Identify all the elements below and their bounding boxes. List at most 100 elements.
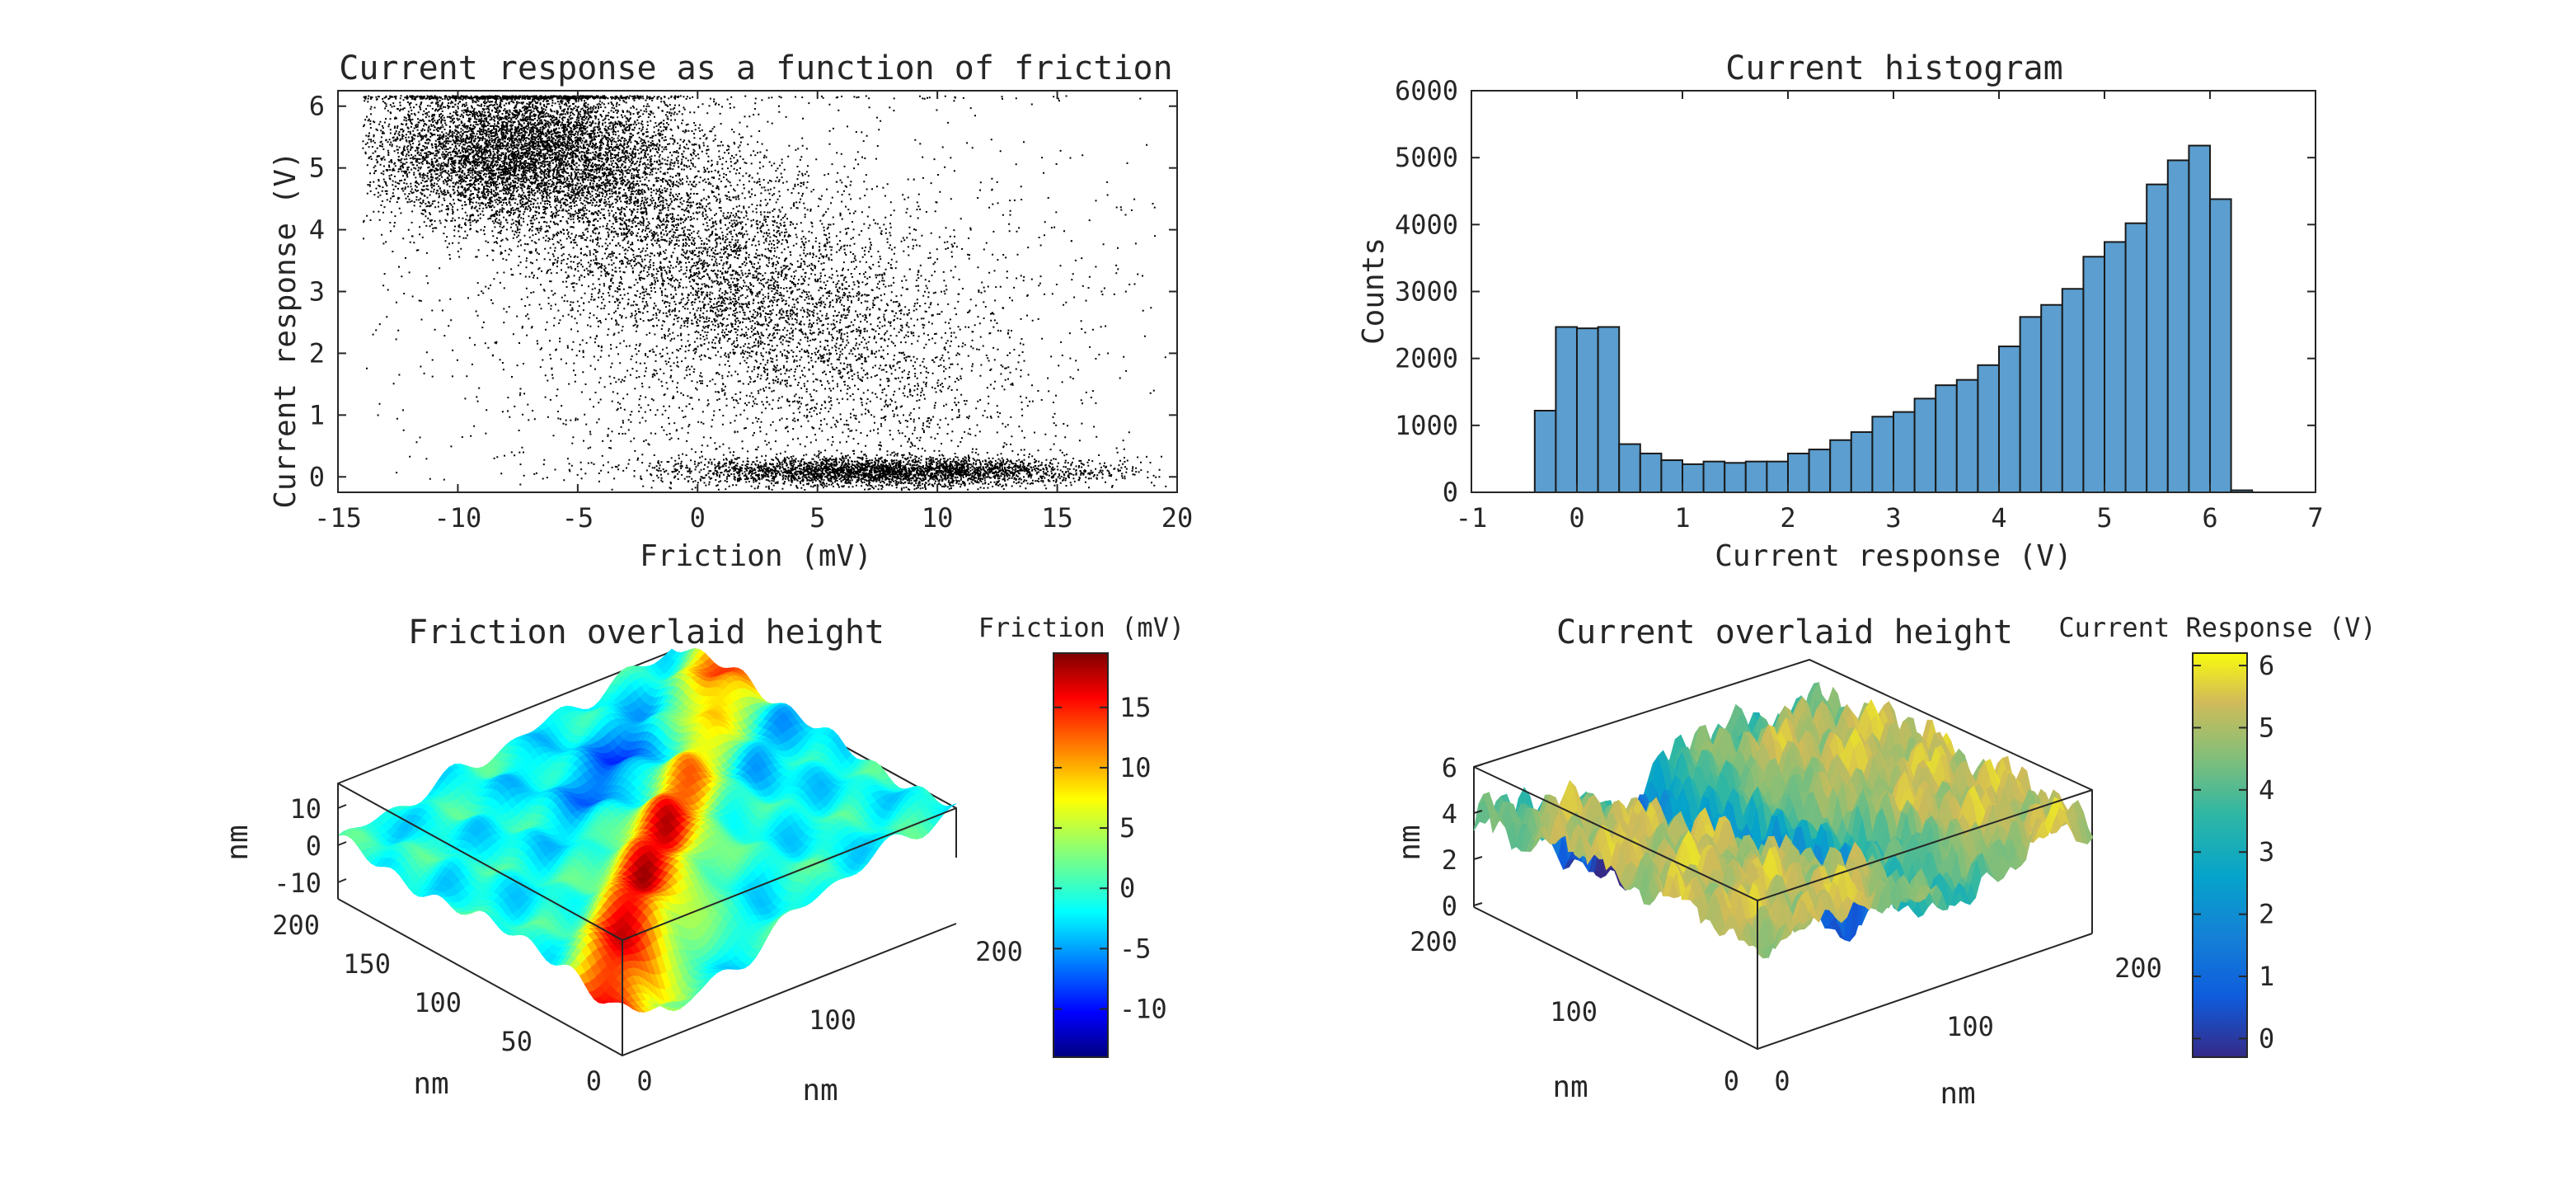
friction-surface-title: Friction overlaid height: [408, 614, 884, 651]
friction-colorbar: [1053, 652, 1109, 1058]
scatter-y-tick-label: 2: [309, 337, 325, 369]
histogram-bar: [1660, 459, 1684, 493]
scatter-y-tick-label: 6: [309, 91, 325, 122]
histogram-bar: [1597, 326, 1621, 494]
histogram-bar: [1808, 449, 1832, 494]
histogram-bar: [1829, 439, 1852, 494]
scatter-x-ticks: -15 -10 -5 0 5 10 15 20: [314, 91, 1193, 534]
histogram-bar: [2082, 256, 2105, 493]
histogram-bar: [2019, 316, 2043, 493]
histogram-bar: [2146, 183, 2169, 493]
histogram-title: Current histogram: [1725, 49, 2062, 87]
scatter-x-tick-label: 0: [690, 502, 706, 534]
friction-colorbar-tick-label: 5: [1119, 812, 1135, 844]
histogram-x-tick-label: 2: [1780, 502, 1795, 534]
histogram-bar: [1913, 397, 1937, 493]
histogram-bar: [2124, 222, 2148, 493]
scatter-x-tick-label: -10: [434, 502, 482, 534]
friction-zlabel: nm: [221, 825, 255, 860]
scatter-y-tick-label: 5: [309, 153, 325, 184]
friction-z-tick-line: [337, 841, 347, 846]
histogram-y-tick-label: 2000: [1395, 343, 1458, 374]
histogram-bars: [1533, 144, 2254, 494]
friction-z-tick-label: 10: [289, 793, 321, 825]
histogram-bar: [1639, 452, 1663, 494]
histogram-x-tick-label: -1: [1456, 502, 1488, 534]
histogram-bar: [2188, 144, 2211, 493]
histogram-x-tick-label: 4: [1991, 502, 2006, 534]
scatter-y-tick-label: 1: [309, 399, 325, 430]
histogram-x-tick-label: 0: [1569, 502, 1584, 534]
histogram-panel: Current histogram -1 0 1 2 3 4 5 6 7 01000200030…: [1357, 49, 2324, 573]
histogram-y-tick-label: 6000: [1395, 75, 1458, 106]
friction-z-tick-line: [337, 878, 347, 883]
histogram-bar: [1724, 462, 1747, 494]
histogram-x-tick-label: 7: [2307, 502, 2323, 534]
histogram-bar: [1533, 409, 1557, 493]
scatter-ylabel: Current response (V): [269, 151, 303, 508]
histogram-bar: [1787, 452, 1810, 494]
histogram-x-tick-label: 5: [2096, 502, 2112, 534]
scatter-points: [362, 95, 1167, 491]
friction-surface-mesh: [337, 647, 957, 1013]
histogram-bar: [2104, 241, 2127, 493]
histogram-bar: [1998, 346, 2021, 493]
histogram-bar: [1702, 460, 1726, 493]
histogram-bar: [1955, 379, 1979, 494]
histogram-x-tick-label: 6: [2202, 502, 2217, 534]
histogram-bar: [2040, 303, 2063, 493]
scatter-axes-box: [337, 90, 1178, 493]
histogram-bar: [1682, 463, 1705, 493]
friction-colorbar-tick-label: -10: [1119, 993, 1167, 1024]
friction-y-tick-label: 200: [272, 910, 320, 941]
scatter-x-tick-label: 20: [1161, 502, 1194, 534]
histogram-bar: [1576, 327, 1599, 493]
histogram-bar: [2061, 288, 2085, 493]
histogram-bar: [1555, 326, 1579, 494]
histogram-ylabel: Counts: [1357, 237, 1391, 345]
friction-colorbar-title: Friction (mV): [978, 612, 1185, 643]
friction-xlabel: nm: [802, 1074, 838, 1107]
friction-z-ticks: 10 0 -10: [274, 793, 347, 899]
friction-surface-panel: Friction overlaid height 10 0 -10 nm 200…: [221, 612, 1185, 1107]
friction-y-tick-label: 50: [500, 1026, 533, 1057]
histogram-y-tick-label: 0: [1443, 477, 1458, 508]
histogram-bar: [1935, 384, 1958, 493]
histogram-bar: [1766, 460, 1789, 493]
scatter-y-tick-label: 4: [309, 214, 325, 246]
scatter-x-tick-label: 10: [922, 502, 954, 534]
friction-z-tick-label: 0: [306, 830, 321, 862]
histogram-bar: [1618, 443, 1641, 493]
friction-colorbar-tick-label: 15: [1119, 692, 1152, 723]
histogram-bar: [2209, 198, 2232, 494]
histogram-x-tick-label: 3: [1885, 502, 1901, 534]
scatter-x-tick-label: 15: [1041, 502, 1073, 534]
histogram-bar: [1871, 416, 1894, 494]
histogram-bar: [1850, 430, 1874, 494]
histogram-y-tick-label: 1000: [1395, 410, 1458, 441]
friction-ylabel: nm: [413, 1067, 448, 1101]
scatter-point-cloud: [362, 95, 1167, 491]
histogram-y-tick-label: 4000: [1395, 209, 1458, 240]
scatter-x-tick-label: -5: [562, 502, 594, 534]
histogram-x-ticks: -1 0 1 2 3 4 5 6 7: [1456, 91, 2324, 534]
friction-y-tick-label: 150: [343, 948, 391, 980]
current-surface-panel: Current overlaid height 6 4 2 0 nm 200 1…: [1393, 612, 2377, 1111]
friction-y-tick-label: 100: [414, 987, 462, 1018]
histogram-bar: [1893, 411, 1916, 494]
friction-z-tick-label: -10: [274, 868, 321, 899]
friction-z-tick-line: [337, 804, 347, 809]
friction-colorbar-tick-label: 0: [1119, 872, 1135, 904]
friction-x-tick-label: 0: [636, 1065, 652, 1097]
histogram-bar: [2166, 159, 2190, 493]
scatter-x-tick-label: -15: [314, 502, 362, 534]
friction-y-tick-label: 0: [586, 1065, 602, 1097]
scatter-title: Current response as a function of fricti…: [339, 49, 1172, 87]
histogram-y-tick-label: 3000: [1395, 276, 1458, 308]
friction-x-tick-label: 200: [975, 936, 1023, 967]
scatter-x-tick-label: 5: [809, 502, 825, 534]
current-surface-title: Current overlaid height: [1556, 614, 2013, 651]
